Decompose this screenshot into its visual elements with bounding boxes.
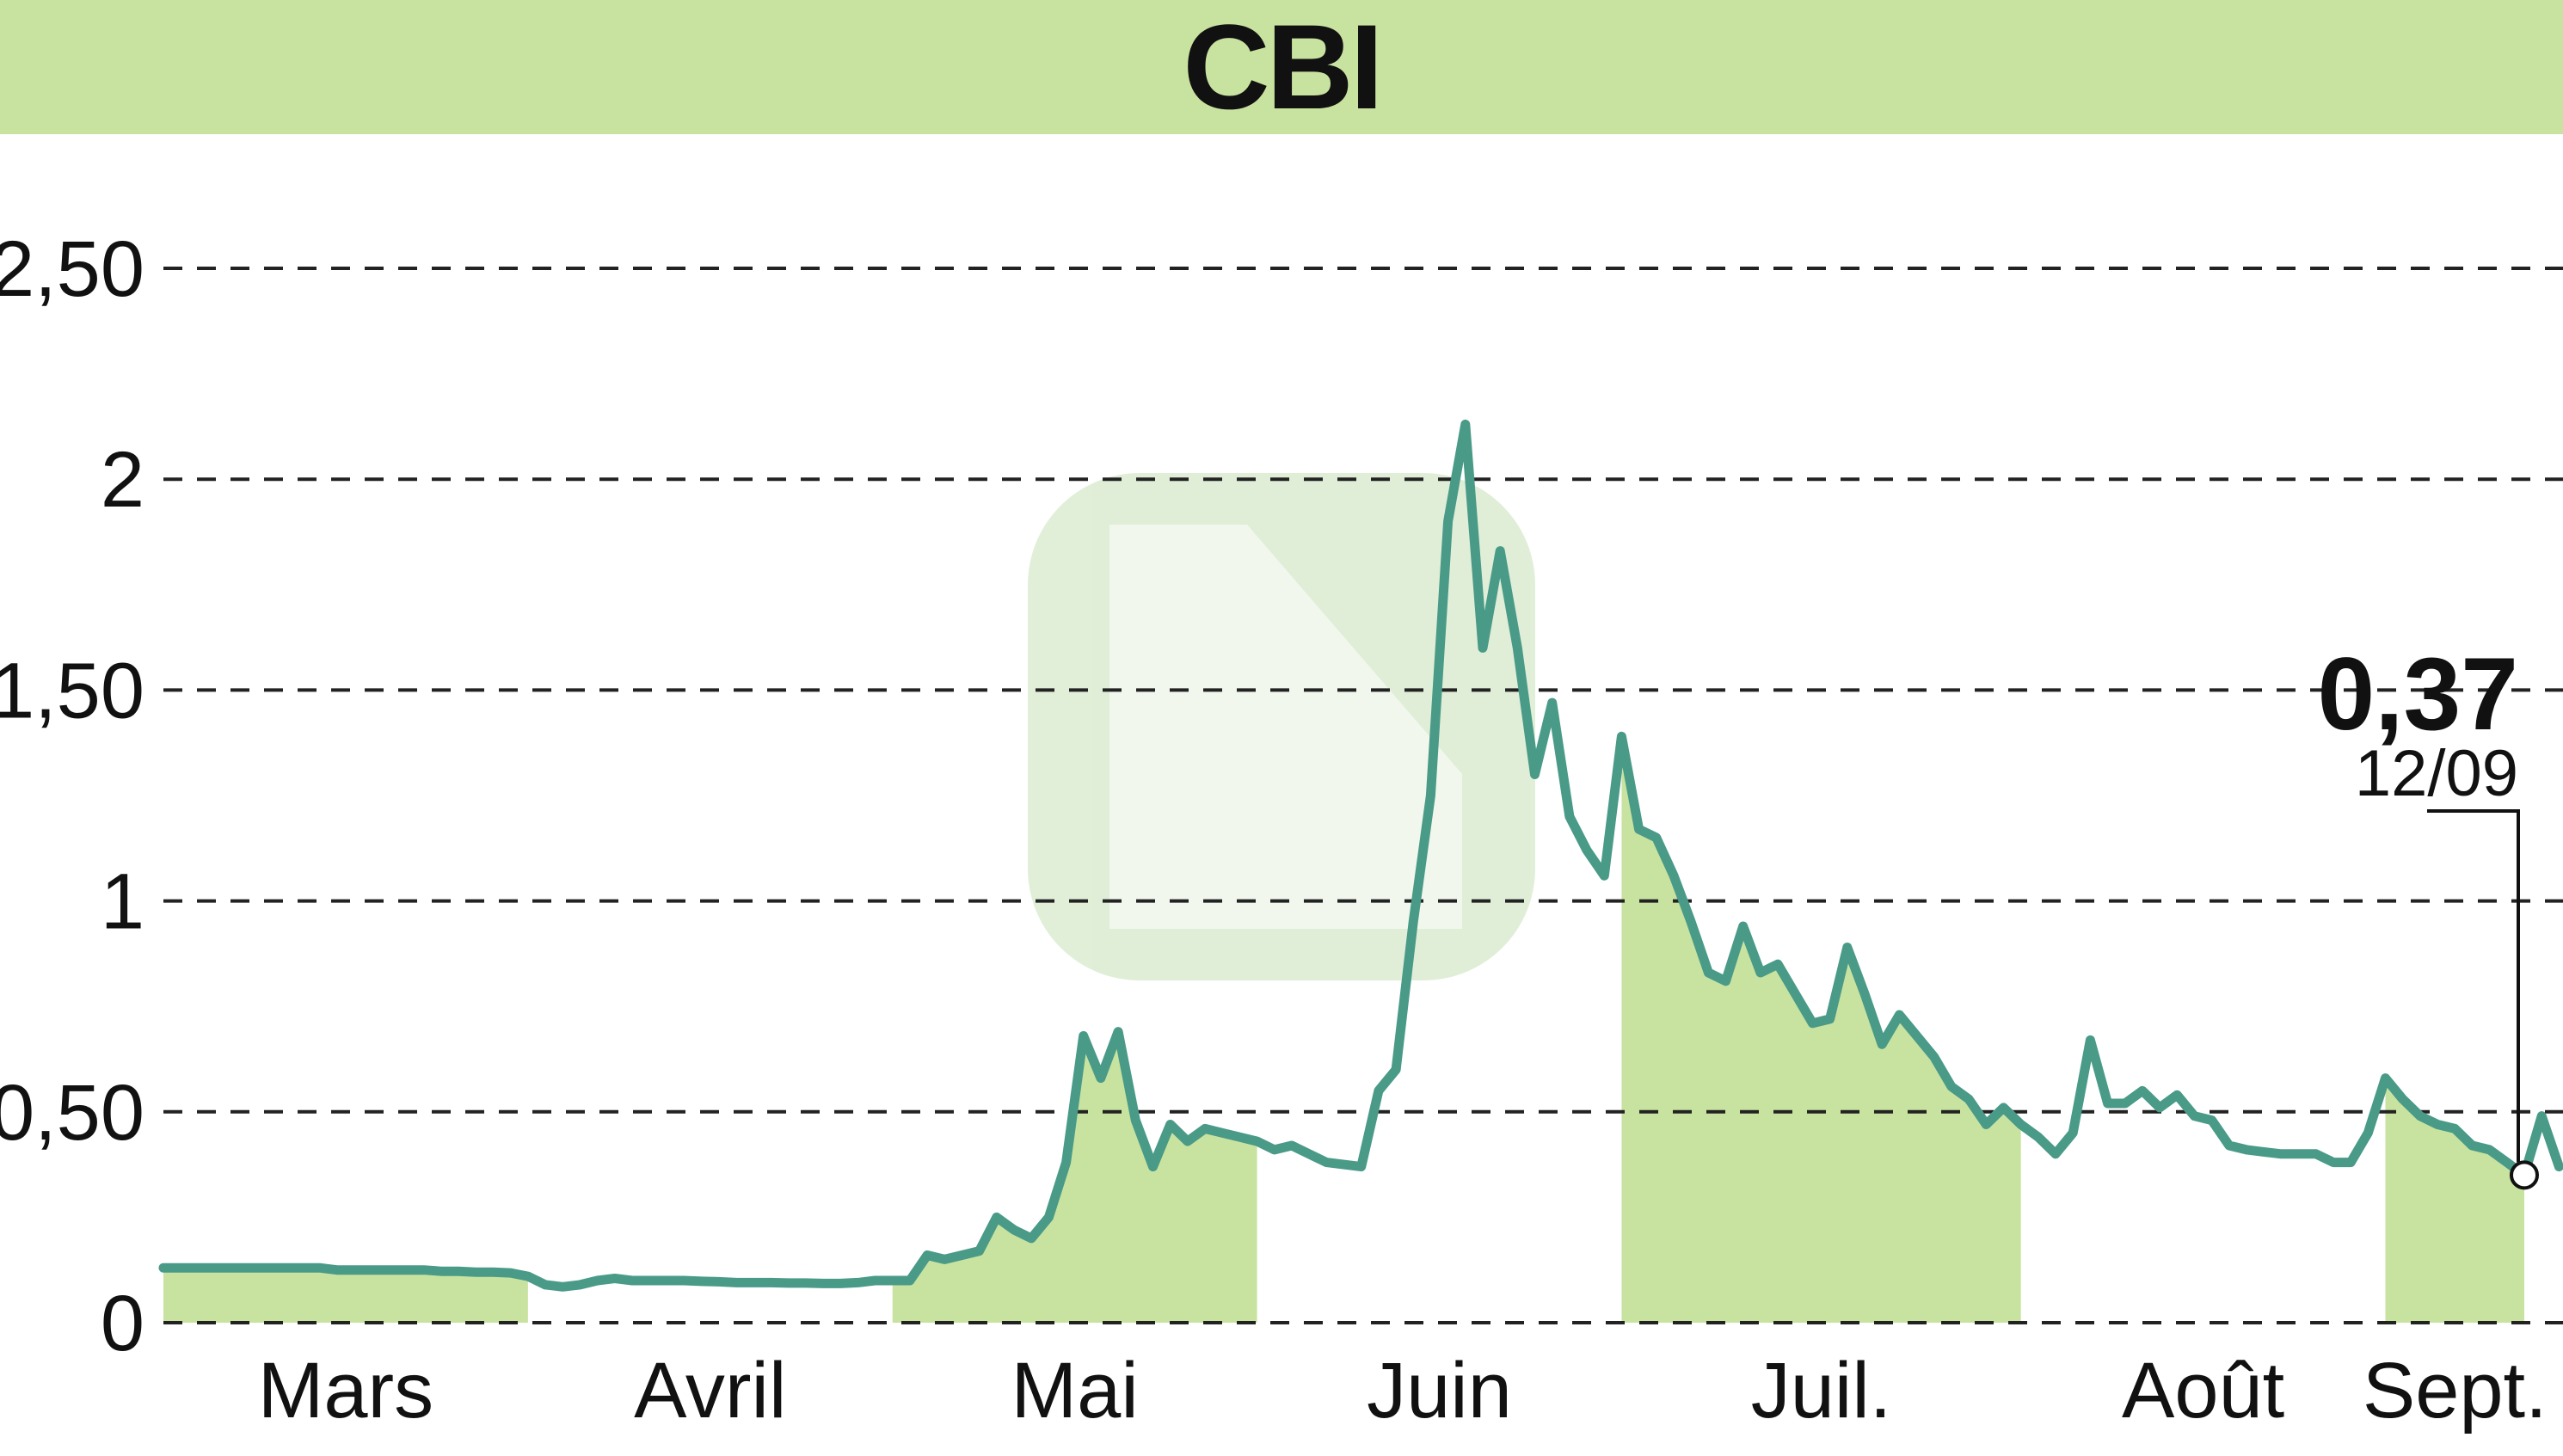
- x-tick-label: Juil.: [1751, 1347, 1892, 1434]
- x-tick-label: Avril: [634, 1347, 786, 1434]
- y-tick-label: 1,50: [0, 647, 144, 734]
- month-band: [163, 1268, 528, 1323]
- last-value-annotation: 0,37 12/09: [2317, 636, 2539, 1190]
- watermark-logo: [1028, 473, 1535, 980]
- x-tick-label: Sept.: [2363, 1347, 2548, 1434]
- watermark-tile: [1028, 473, 1535, 980]
- x-tick-label: Juin: [1367, 1347, 1512, 1434]
- y-axis-ticks: 0 0,50 1 1,50 2 2,50: [0, 225, 144, 1367]
- last-date-label: 12/09: [2355, 737, 2518, 810]
- month-band: [2385, 1078, 2524, 1323]
- watermark-shape: [1109, 525, 1462, 929]
- y-tick-label: 2: [101, 436, 144, 524]
- y-tick-label: 2,50: [0, 225, 144, 313]
- title-bar: [0, 0, 2563, 134]
- month-band: [1621, 736, 2021, 1323]
- x-tick-label: Mai: [1011, 1347, 1139, 1434]
- price-line: [158, 419, 2563, 1292]
- y-tick-label: 1: [101, 858, 144, 946]
- chart-title: CBI: [1183, 0, 1383, 134]
- price-series: [158, 419, 2563, 1292]
- x-axis-ticks: Mars Avril Mai Juin Juil. Août Sept.: [258, 1347, 2548, 1434]
- y-tick-label: 0,50: [0, 1069, 144, 1157]
- last-value-label: 0,37: [2317, 636, 2518, 752]
- x-tick-label: Août: [2122, 1347, 2284, 1434]
- x-tick-label: Mars: [258, 1347, 433, 1434]
- last-value-marker: [2510, 1160, 2539, 1190]
- y-tick-label: 0: [101, 1280, 144, 1367]
- leader-line: [2427, 809, 2520, 1163]
